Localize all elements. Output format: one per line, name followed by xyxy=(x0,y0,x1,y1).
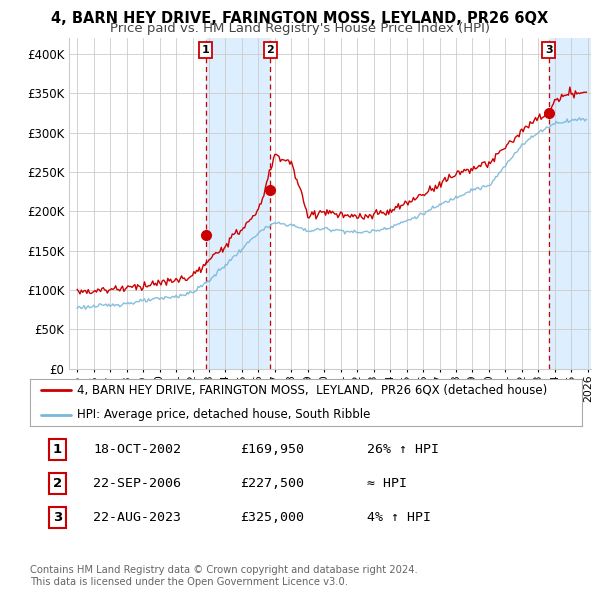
Text: 3: 3 xyxy=(53,511,62,524)
Bar xyxy=(549,38,591,369)
Text: Price paid vs. HM Land Registry's House Price Index (HPI): Price paid vs. HM Land Registry's House … xyxy=(110,22,490,35)
Text: 2: 2 xyxy=(53,477,62,490)
Text: 1: 1 xyxy=(53,442,62,456)
Text: HPI: Average price, detached house, South Ribble: HPI: Average price, detached house, Sout… xyxy=(77,408,370,421)
Text: ≈ HPI: ≈ HPI xyxy=(367,477,407,490)
Text: 4, BARN HEY DRIVE, FARINGTON MOSS,  LEYLAND,  PR26 6QX (detached house): 4, BARN HEY DRIVE, FARINGTON MOSS, LEYLA… xyxy=(77,384,547,396)
Text: 18-OCT-2002: 18-OCT-2002 xyxy=(94,442,181,456)
Text: 1: 1 xyxy=(202,45,209,55)
Text: 4% ↑ HPI: 4% ↑ HPI xyxy=(367,511,431,524)
Text: 26% ↑ HPI: 26% ↑ HPI xyxy=(367,442,439,456)
Text: 3: 3 xyxy=(545,45,553,55)
Bar xyxy=(206,38,271,369)
Text: 22-AUG-2023: 22-AUG-2023 xyxy=(94,511,181,524)
Text: Contains HM Land Registry data © Crown copyright and database right 2024.
This d: Contains HM Land Registry data © Crown c… xyxy=(30,565,418,587)
Text: 22-SEP-2006: 22-SEP-2006 xyxy=(94,477,181,490)
Text: £325,000: £325,000 xyxy=(240,511,304,524)
Text: £169,950: £169,950 xyxy=(240,442,304,456)
Text: 4, BARN HEY DRIVE, FARINGTON MOSS, LEYLAND, PR26 6QX: 4, BARN HEY DRIVE, FARINGTON MOSS, LEYLA… xyxy=(52,11,548,25)
Text: £227,500: £227,500 xyxy=(240,477,304,490)
Text: 2: 2 xyxy=(266,45,274,55)
